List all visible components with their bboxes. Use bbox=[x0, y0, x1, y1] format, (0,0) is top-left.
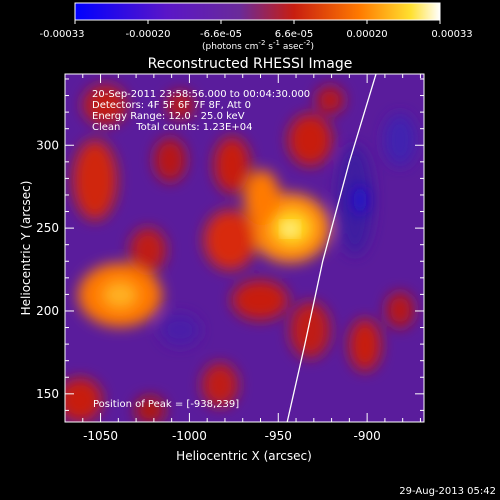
colorbar-tick-label: -0.00020 bbox=[126, 29, 171, 40]
footer-timestamp: 29-Aug-2013 05:42 bbox=[399, 486, 496, 497]
colorbar bbox=[74, 2, 441, 21]
colorbar-tick-label: -0.00033 bbox=[40, 29, 85, 40]
y-tick-label: 250 bbox=[36, 221, 59, 235]
annotation-line: Clean Total counts: 1.23E+04 bbox=[92, 122, 252, 133]
y-tick-label: 300 bbox=[36, 138, 59, 152]
colorbar-ticks bbox=[74, 20, 441, 24]
limb-curve bbox=[286, 74, 377, 422]
x-tick-label: -900 bbox=[354, 429, 381, 443]
colorbar-unit: (photons cm-2 s-1 asec-2) bbox=[202, 39, 314, 52]
x-axis-label: Heliocentric X (arcsec) bbox=[176, 449, 312, 463]
y-tick-label: 150 bbox=[36, 387, 59, 401]
annotation-line: Detectors: 4F 5F 6F 7F 8F, Att 0 bbox=[92, 100, 251, 111]
colorbar-tick-label: 0.00033 bbox=[431, 29, 472, 40]
annotation-line: Energy Range: 12.0 - 25.0 keV bbox=[92, 111, 245, 122]
colorbar-tick-label: -6.6e-05 bbox=[200, 29, 242, 40]
heatmap-image bbox=[65, 74, 424, 422]
x-tick-label: -950 bbox=[265, 429, 292, 443]
x-tick-label: -1050 bbox=[83, 429, 118, 443]
peak-position-label: Position of Peak = [-938,239] bbox=[93, 399, 239, 410]
y-axis: 150 200 250 300 bbox=[36, 78, 424, 411]
x-tick-label: -1000 bbox=[172, 429, 207, 443]
x-axis: -1050 -1000 -950 -900 bbox=[64, 74, 421, 443]
annotation-line: 20-Sep-2011 23:58:56.000 to 00:04:30.000 bbox=[92, 89, 310, 100]
y-axis-label: Heliocentric Y (arcsec) bbox=[19, 181, 33, 316]
y-tick-label: 200 bbox=[36, 304, 59, 318]
colorbar-tick-label: 6.6e-05 bbox=[275, 29, 313, 40]
chart-title: Reconstructed RHESSI Image bbox=[148, 56, 353, 72]
colorbar-tick-label: 0.00020 bbox=[346, 29, 387, 40]
plot-frame bbox=[64, 73, 425, 423]
